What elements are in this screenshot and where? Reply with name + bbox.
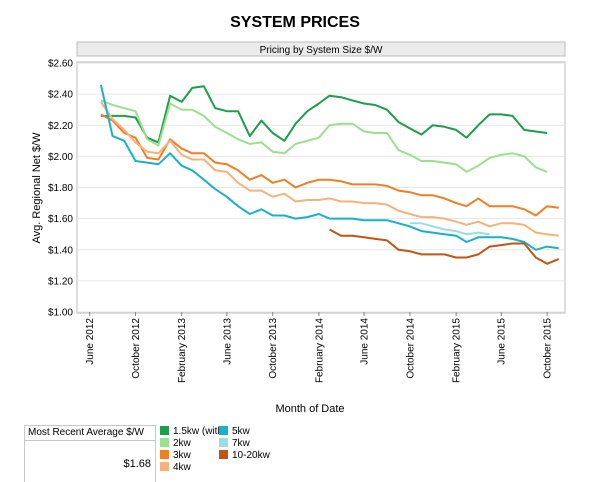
- series-line-10-20kw: [329, 228, 560, 265]
- line-chart: Pricing by System Size $/W $1.00$1.20$1.…: [31, 41, 566, 383]
- series-line-1-5kw-with-: [100, 85, 548, 144]
- legend-label: 3kw: [173, 450, 191, 461]
- legend-entry: 3kw: [160, 450, 191, 462]
- legend-label: 4kw: [173, 462, 191, 473]
- y-axis-label: Avg. Regional Net $/W: [31, 132, 43, 244]
- y-tick-label: $1.60: [48, 214, 73, 225]
- legend-entry: 7kw: [219, 438, 250, 450]
- recent-average-value: $1.68: [123, 458, 151, 470]
- legend-label: 2kw: [173, 438, 191, 449]
- x-tick-label: June 2013: [222, 318, 233, 365]
- x-tick-label: June 2015: [497, 318, 508, 365]
- legend-label: 10-20kw: [232, 450, 270, 461]
- subtitle-bar: [76, 41, 566, 57]
- legend-swatch: [160, 426, 169, 435]
- gridlines: [77, 62, 565, 313]
- x-tick-label: February 2015: [452, 318, 463, 383]
- legend-label: 5kw: [232, 426, 250, 437]
- legend-swatch: [219, 450, 228, 459]
- x-tick-label: October 2014: [405, 318, 416, 379]
- x-tick-label: February 2013: [177, 318, 188, 383]
- x-axis-label: Month of Date: [275, 403, 345, 415]
- legend-label: 7kw: [232, 438, 250, 449]
- x-tick-label: June 2012: [85, 318, 96, 365]
- legend-swatch: [219, 438, 228, 447]
- legend-swatch: [160, 462, 169, 471]
- x-tick-label: June 2014: [360, 318, 371, 365]
- legend-swatch: [160, 438, 169, 447]
- y-tick-label: $1.20: [48, 276, 73, 287]
- y-tick-label: $2.60: [48, 59, 73, 70]
- series-line-3kw: [100, 113, 559, 217]
- legend-swatch: [219, 426, 228, 435]
- y-tick-label: $2.20: [48, 121, 73, 132]
- x-tick-label: October 2015: [543, 318, 554, 379]
- y-tick-label: $2.00: [48, 152, 73, 163]
- series-line-5kw: [99, 84, 559, 251]
- legend-label: 1.5kw (with..: [173, 426, 229, 437]
- legend-entry: 1.5kw (with..: [160, 426, 229, 438]
- y-tick-label: $1.00: [48, 308, 73, 319]
- y-tick-label: $2.40: [48, 90, 73, 101]
- y-axis-ticks: $1.00 $1.20 $1.40 $1.60 $1.80 $2.00 $2.20 $2.40…: [48, 59, 73, 319]
- series-lines: [99, 84, 560, 265]
- x-tick-label: October 2013: [268, 318, 279, 379]
- x-axis-ticks: June 2012 October 2012 February 2013 June 2…: [85, 312, 554, 383]
- recent-average-header: Most Recent Average $/W: [25, 426, 155, 441]
- y-tick-label: $1.40: [48, 245, 73, 256]
- legend-swatch: [160, 450, 169, 459]
- x-tick-label: October 2012: [131, 318, 142, 379]
- legend-entry: 10-20kw: [219, 450, 270, 462]
- chart-title: SYSTEM PRICES: [230, 14, 360, 31]
- legend-entry: 4kw: [160, 462, 191, 474]
- series-line-4kw: [100, 101, 559, 237]
- chart-subtitle: Pricing by System Size $/W: [260, 45, 383, 56]
- series-line-2kw: [100, 99, 548, 173]
- legend-entry: 5kw: [219, 426, 250, 438]
- y-tick-label: $1.80: [48, 183, 73, 194]
- legend-entry: 2kw: [160, 438, 191, 450]
- series-line-7kw: [409, 222, 490, 236]
- recent-average-panel: Most Recent Average $/W $1.68: [24, 425, 156, 482]
- x-tick-label: February 2014: [314, 318, 325, 383]
